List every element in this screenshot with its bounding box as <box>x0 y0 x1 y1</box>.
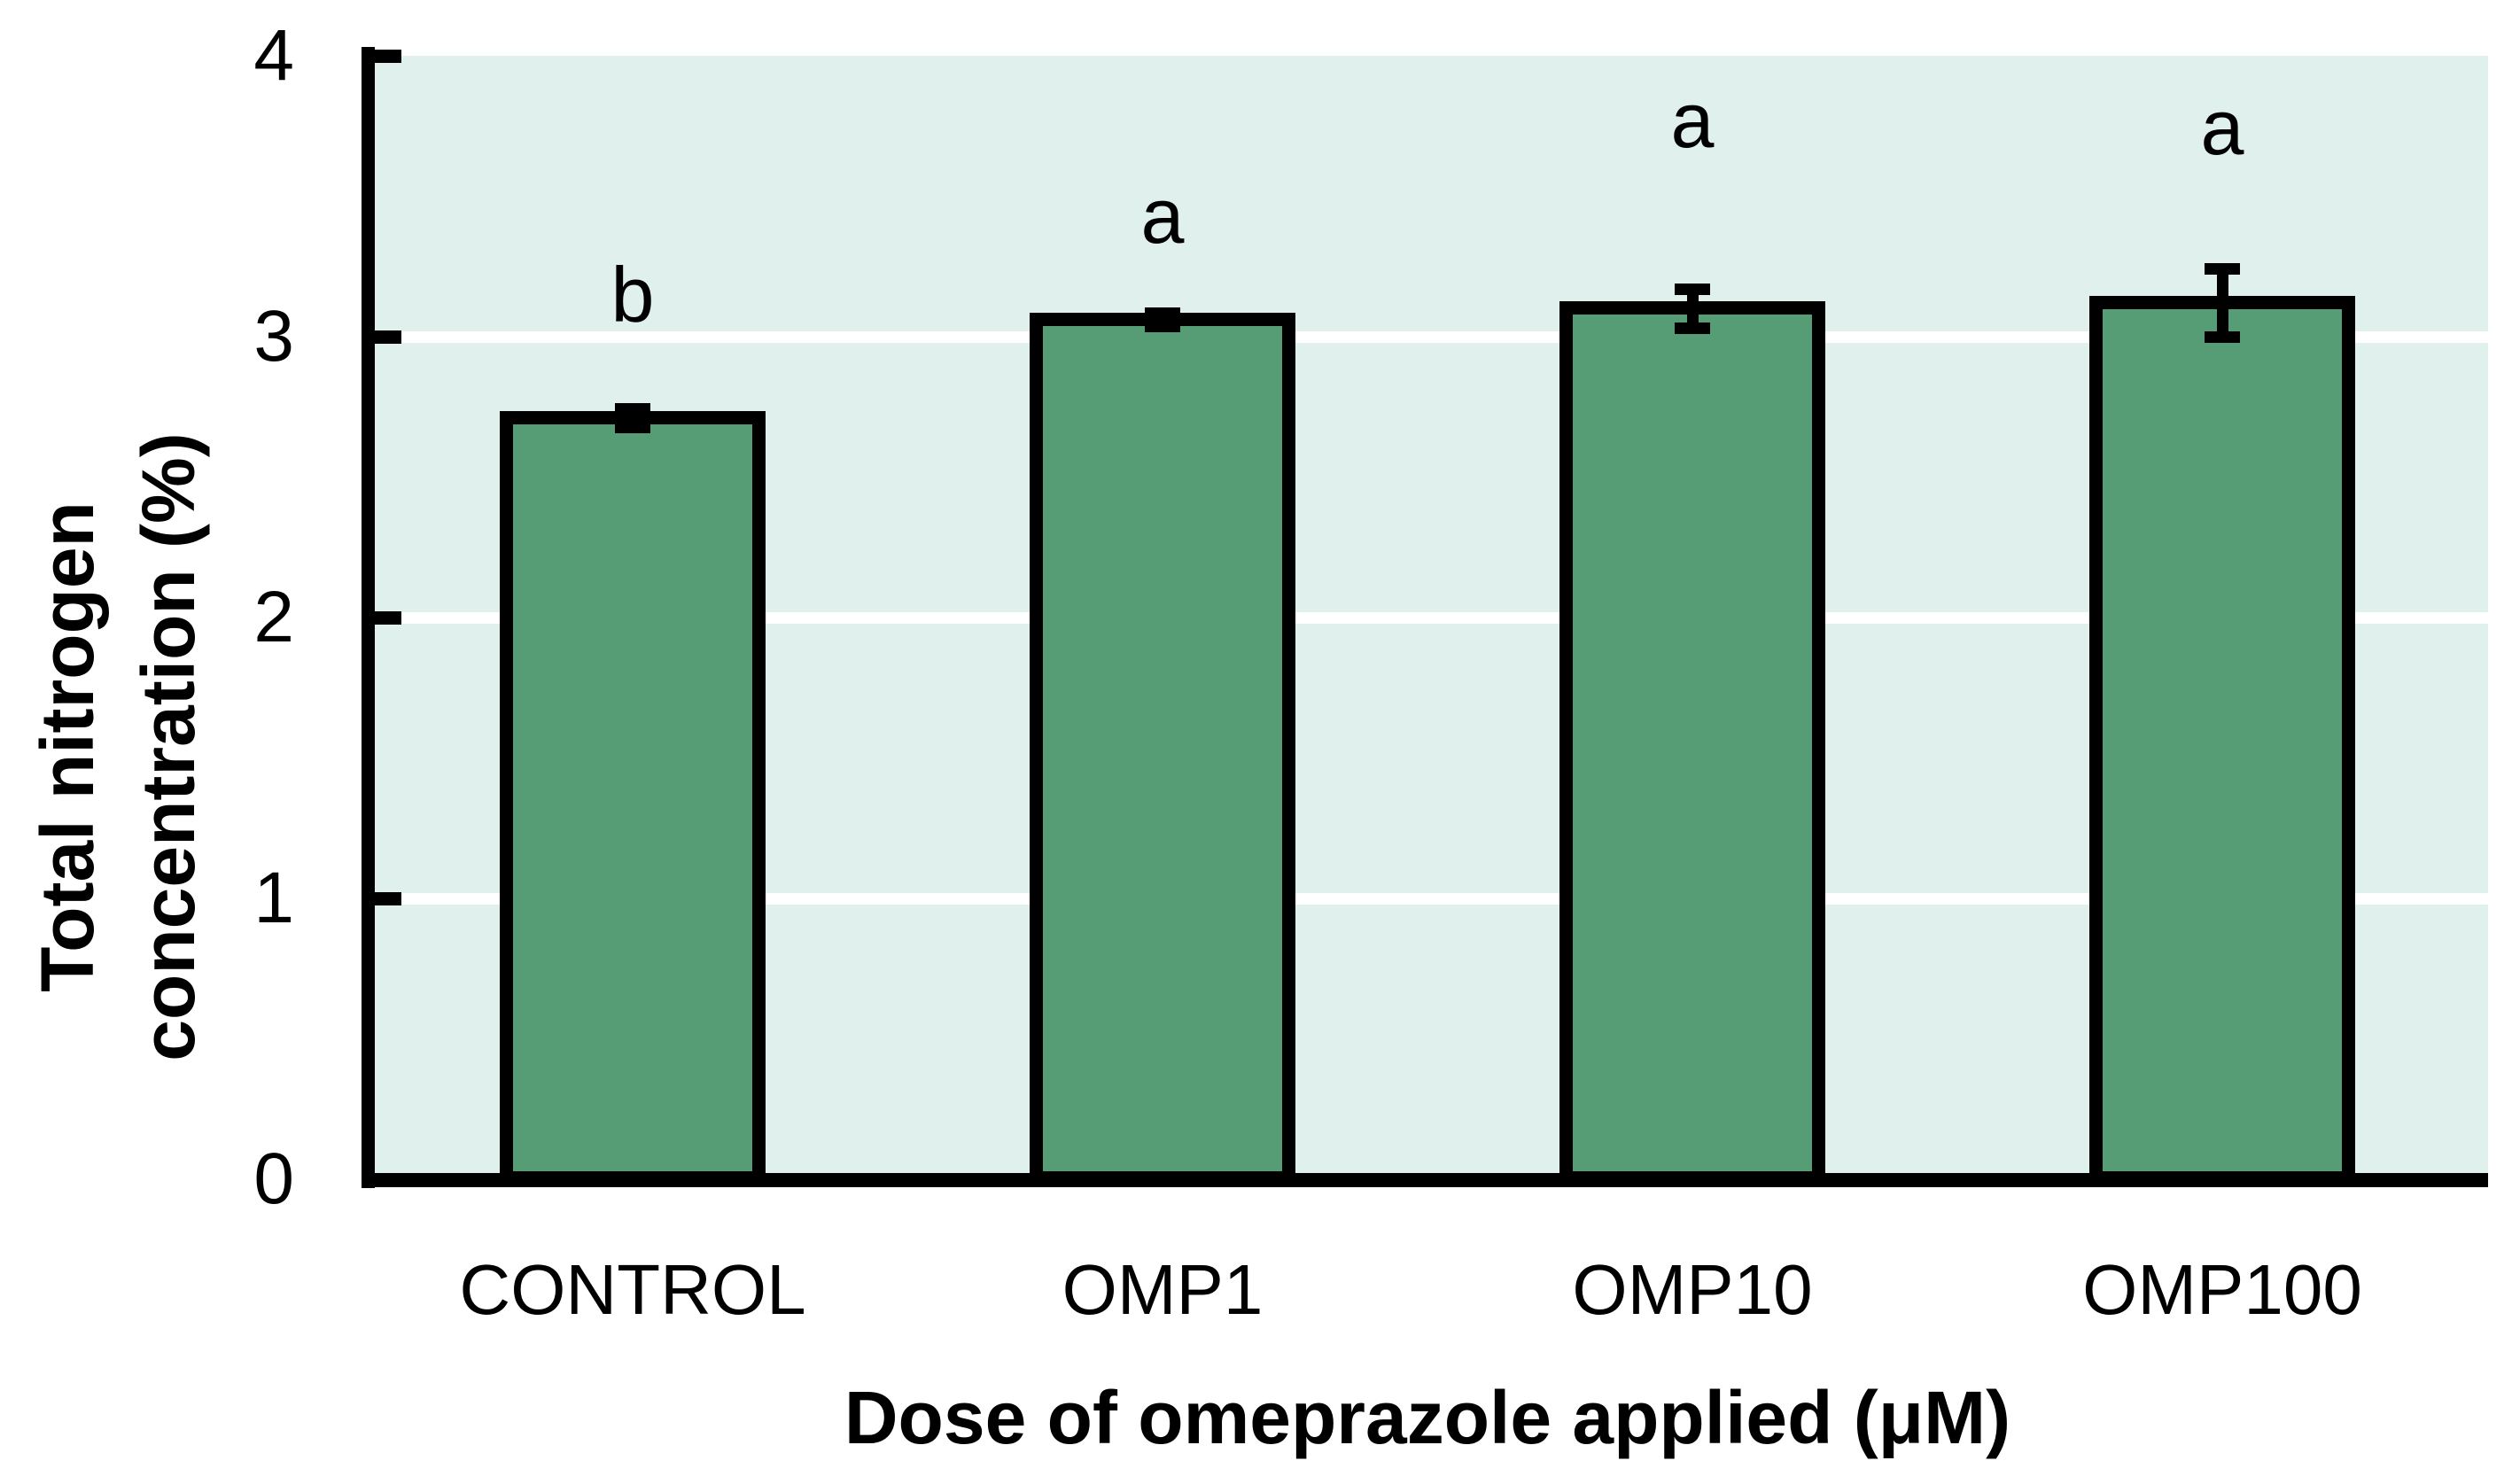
error-bar-omp100-line <box>2217 269 2228 337</box>
y-tick-1 <box>375 892 401 905</box>
y-axis-title-line-2: concentration (%) <box>127 432 210 1061</box>
bar-control <box>500 411 766 1185</box>
bar-omp100 <box>2089 296 2355 1185</box>
error-bar-omp100-cap-top <box>2205 263 2240 275</box>
y-axis-line <box>362 47 375 1188</box>
x-category-label-control: CONTROL <box>459 1250 806 1329</box>
significance-letter-control: b <box>611 251 655 338</box>
y-tick-label-3: 3 <box>253 296 294 377</box>
error-bar-omp10-line <box>1687 289 1699 328</box>
y-tick-4 <box>375 50 401 63</box>
y-tick-2 <box>375 611 401 625</box>
significance-letter-omp10: a <box>1670 76 1715 164</box>
y-axis-title-line-1: Total nitrogen <box>26 501 109 992</box>
y-tick-3 <box>375 330 401 344</box>
y-tick-label-0: 0 <box>253 1138 294 1219</box>
x-axis-title: Dose of omeprazole applied (μM) <box>844 1376 2011 1459</box>
x-category-label-omp1: OMP1 <box>1062 1250 1264 1329</box>
x-axis-line <box>362 1173 2488 1187</box>
bar-omp1 <box>1030 313 1295 1185</box>
y-tick-label-1: 1 <box>253 858 294 938</box>
error-bar-omp1-cap-bottom <box>1145 321 1180 332</box>
gridline-y-1 <box>375 893 2488 905</box>
significance-letter-omp100: a <box>2200 83 2244 171</box>
error-bar-omp100-cap-bottom <box>2205 331 2240 343</box>
y-axis-title: Total nitrogen concentration (%) <box>17 82 219 1411</box>
error-bar-omp1-cap-top <box>1145 307 1180 319</box>
significance-letter-omp1: a <box>1140 172 1185 260</box>
error-bar-control-cap-bottom <box>615 422 650 433</box>
y-tick-label-4: 4 <box>253 15 294 96</box>
error-bar-omp10-cap-bottom <box>1675 322 1710 334</box>
bar-omp10 <box>1559 301 1825 1185</box>
gridline-y-3 <box>375 331 2488 343</box>
x-category-label-omp10: OMP10 <box>1572 1250 1813 1329</box>
gridline-y-2 <box>375 612 2488 624</box>
y-tick-label-2: 2 <box>253 577 294 657</box>
x-category-label-omp100: OMP100 <box>2082 1250 2362 1329</box>
error-bar-omp10-cap-top <box>1675 284 1710 295</box>
error-bar-control-cap-top <box>615 403 650 415</box>
